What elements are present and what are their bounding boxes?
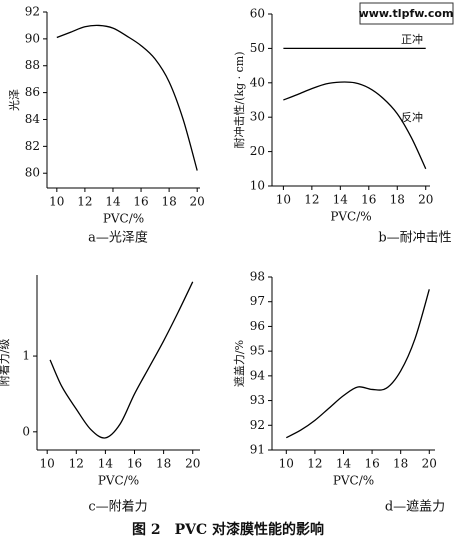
line-series: [283, 81, 427, 170]
x-tick-label: 10: [49, 195, 64, 209]
y-tick-label: 0: [22, 424, 30, 438]
y-tick-label: 82: [25, 139, 40, 153]
y-tick-label: 10: [250, 179, 265, 193]
y-axis-label: 附着力/级: [0, 339, 11, 387]
panel-caption: b—耐冲击性: [378, 231, 451, 246]
y-tick-label: 50: [250, 41, 265, 55]
x-axis-label: PVC/%: [98, 474, 139, 488]
y-tick-label: 97: [250, 294, 265, 308]
x-tick-label: 18: [393, 457, 408, 471]
y-tick-label: 86: [25, 85, 40, 99]
y-tick-label: 20: [250, 144, 265, 158]
x-tick-label: 10: [276, 193, 291, 207]
x-tick-label: 14: [105, 195, 121, 209]
y-tick-label: 60: [250, 7, 265, 21]
x-tick-label: 12: [77, 195, 92, 209]
x-tick-label: 20: [185, 457, 200, 471]
y-tick-label: 84: [25, 112, 41, 126]
x-tick-label: 20: [422, 457, 437, 471]
y-tick-label: 1: [22, 349, 30, 363]
x-tick-label: 16: [361, 193, 376, 207]
y-tick-label: 80: [25, 166, 40, 180]
panel-caption: a—光泽度: [88, 230, 148, 246]
line-series: [285, 289, 430, 439]
x-tick-label: 18: [390, 193, 405, 207]
line-series: [56, 24, 198, 171]
y-axis-label: 光泽: [7, 89, 21, 111]
x-tick-label: 14: [98, 457, 114, 471]
x-tick-label: 14: [336, 457, 352, 471]
y-tick-label: 90: [25, 31, 40, 45]
y-tick-label: 92: [250, 418, 265, 432]
y-axis-label: 耐冲击性/(kg · cm): [232, 51, 246, 148]
series-label: 正冲: [401, 32, 423, 46]
x-tick-label: 10: [279, 457, 294, 471]
x-axis-label: PVC/%: [103, 212, 144, 226]
figure-caption: 图 2 PVC 对漆膜性能的影响: [132, 521, 324, 538]
x-tick-label: 12: [307, 457, 322, 471]
x-tick-label: 20: [190, 195, 205, 209]
y-tick-label: 40: [250, 75, 265, 89]
y-tick-label: 95: [250, 344, 265, 358]
x-tick-label: 14: [333, 193, 349, 207]
y-tick-label: 92: [25, 5, 40, 19]
y-tick-label: 88: [25, 58, 40, 72]
y-tick-label: 94: [250, 368, 266, 382]
watermark: www.tlpfw.com: [359, 7, 454, 20]
line-series: [49, 281, 194, 439]
x-tick-label: 16: [364, 457, 379, 471]
y-tick-label: 93: [250, 393, 265, 407]
y-tick-label: 91: [250, 443, 265, 457]
x-tick-label: 10: [40, 457, 55, 471]
x-tick-label: 12: [69, 457, 84, 471]
x-tick-label: 20: [418, 193, 433, 207]
y-axis-label: 遮盖力/%: [232, 340, 246, 387]
x-tick-label: 18: [161, 195, 176, 209]
x-tick-label: 18: [156, 457, 171, 471]
x-axis-label: PVC/%: [333, 474, 374, 488]
y-tick-label: 30: [250, 110, 265, 124]
panel-caption: d—遮盖力: [385, 499, 445, 515]
y-tick-label: 96: [250, 319, 265, 333]
watermark-box: [359, 2, 454, 25]
x-tick-label: 16: [133, 195, 148, 209]
x-axis-label: PVC/%: [330, 210, 371, 224]
y-tick-label: 98: [250, 270, 265, 284]
panel-caption: c—附着力: [88, 499, 147, 515]
series-label: 反冲: [401, 110, 423, 124]
x-tick-label: 16: [127, 457, 142, 471]
x-tick-label: 12: [304, 193, 319, 207]
